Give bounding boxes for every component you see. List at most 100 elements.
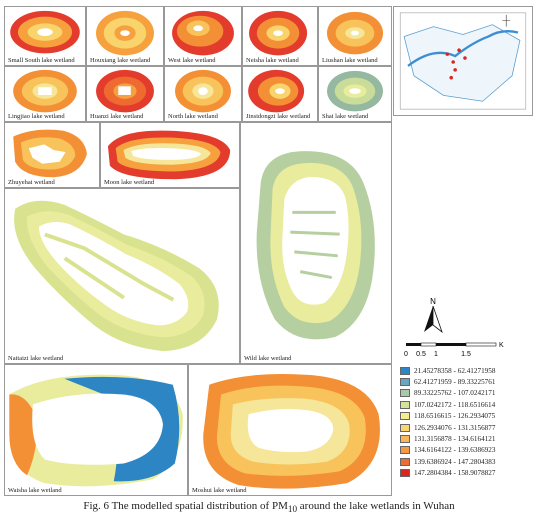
legend-range: 21.45278358 - 62.41271958: [414, 366, 496, 375]
scale-tick: 0: [404, 351, 408, 358]
legend-range: 147.2804384 - 158.9078827: [414, 469, 496, 478]
map-panel-houxiang: Houxiang lake wetland: [86, 6, 164, 66]
legend-swatch: [400, 446, 410, 455]
legend-entry: 107.0242172 - 118.6516614: [400, 399, 536, 410]
scale-unit: KM: [499, 342, 504, 349]
caption-subscript: 10: [287, 504, 298, 515]
scale-tick: 0.5: [416, 351, 426, 358]
legend-range: 89.33225762 - 107.0242171: [414, 389, 496, 398]
map-panel-naitaizi: Naitaizi lake wetland: [4, 188, 240, 364]
west-map: [172, 10, 234, 56]
wetland-point: [449, 75, 453, 80]
legend-entry: 147.2804384 - 158.9078827: [400, 468, 536, 479]
legend-range: 139.6386924 - 147.2804383: [414, 457, 496, 466]
map-panel-liushan: Liushan lake wetland: [318, 6, 392, 66]
wetland-point: [463, 56, 467, 60]
panel-label: Waisha lake wetland: [8, 487, 62, 494]
map-panel-moon: Moon lake wetland: [100, 122, 240, 188]
pm10-zone: [9, 394, 37, 476]
jinsidongzi-map: [248, 69, 305, 113]
legend-range: 107.0242172 - 118.6516614: [414, 400, 496, 409]
legend-range: 118.6516615 - 126.2934075: [414, 412, 496, 421]
pm10-legend: 21.45278358 - 62.41271958 62.41271959 - 8…: [400, 365, 536, 479]
legend-swatch: [400, 412, 410, 421]
scale-seg: [436, 343, 466, 346]
caption-suffix: around the lake wetlands in Wuhan: [297, 500, 455, 512]
location-inset-map: [393, 6, 533, 116]
legend-swatch: [400, 389, 410, 398]
map-panel-north: North lake wetland: [164, 66, 242, 122]
scale-bar: KM 0 0.5 1 1.5: [404, 340, 510, 364]
legend-range: 134.6164122 - 139.6386923: [414, 446, 496, 455]
legend-swatch: [400, 400, 410, 409]
wetland-point: [453, 68, 457, 72]
wetland-point: [451, 60, 455, 64]
map-panel-lingjiao: Lingjiao lake wetland: [4, 66, 86, 122]
panel-label: Houxiang lake wetland: [90, 57, 151, 64]
figure-caption: Fig. 6 The modelled spatial distribution…: [0, 500, 538, 514]
legend-swatch: [400, 423, 410, 432]
scale-seg: [406, 343, 421, 346]
north-label: N: [430, 297, 436, 306]
legend-entry: 126.2934076 - 131.3156877: [400, 422, 536, 433]
liushan-map: [326, 11, 384, 55]
legend-range: 62.41271959 - 89.33225761: [414, 378, 496, 387]
legend-swatch: [400, 457, 410, 466]
map-panel-jinsidongzi: Jinsidongzi lake wetland: [242, 66, 318, 122]
scale-seg: [465, 342, 497, 347]
scale-tick: 1.5: [461, 351, 471, 358]
wetland-point: [445, 52, 450, 56]
panel-label: Zhuyehai wetland: [8, 179, 55, 186]
panel-label: Naitaizi lake wetland: [8, 355, 64, 362]
legend-entry: 139.6386924 - 147.2804383: [400, 456, 536, 467]
map-panel-neisha: Neisha lake wetland: [242, 6, 318, 66]
panel-label: Jinsidongzi lake wetland: [246, 113, 311, 120]
legend-entry: 118.6516615 - 126.2934075: [400, 411, 536, 422]
map-panel-wild: Wild lake wetland: [240, 122, 392, 364]
moon-map: [107, 130, 231, 180]
naitaizi-map: [14, 200, 219, 352]
panel-label: Neisha lake wetland: [246, 57, 299, 64]
panel-label: Huanzi lake wetland: [90, 113, 144, 120]
panel-label: Small South lake wetland: [8, 57, 75, 64]
neisha-map: [249, 10, 308, 56]
lingjiao-map: [13, 69, 77, 113]
wild-map: [256, 151, 375, 340]
waisha-map: [9, 374, 183, 487]
small-south-map: [10, 10, 80, 54]
wetland-point: [457, 48, 461, 52]
map-panel-moshui: Moshui lake wetland: [188, 364, 392, 496]
scale-seg: [420, 342, 437, 347]
shai-map: [327, 70, 383, 112]
legend-entry: 21.45278358 - 62.41271958: [400, 365, 536, 376]
legend-swatch: [400, 469, 410, 478]
map-panel-waisha: Waisha lake wetland: [4, 364, 188, 496]
panel-label: Moon lake wetland: [104, 179, 155, 186]
panel-label: Shai lake wetland: [322, 113, 369, 120]
panel-label: West lake wetland: [168, 57, 216, 64]
map-panel-west: West lake wetland: [164, 6, 242, 66]
moshui-map: [203, 373, 380, 489]
map-panel-shai: Shai lake wetland: [318, 66, 392, 122]
scale-tick: 1: [434, 351, 438, 358]
legend-entry: 131.3156878 - 134.6164121: [400, 433, 536, 444]
north-arrow-right: [432, 305, 443, 334]
legend-range: 126.2934076 - 131.3156877: [414, 423, 496, 432]
legend-entry: 89.33225762 - 107.0242171: [400, 388, 536, 399]
houxiang-map: [96, 10, 154, 56]
map-panel-huanzi: Huanzi lake wetland: [86, 66, 164, 122]
legend-swatch: [400, 366, 410, 375]
map-panel-small-south: Small South lake wetland: [4, 6, 86, 66]
legend-swatch: [400, 435, 410, 444]
panel-label: Moshui lake wetland: [192, 487, 247, 494]
legend-entry: 62.41271959 - 89.33225761: [400, 376, 536, 387]
north-arrow: N: [418, 296, 448, 336]
north-arrow-left: [424, 306, 433, 332]
legend-swatch: [400, 378, 410, 387]
panel-label: Lingjiao lake wetland: [8, 113, 65, 120]
panel-label: Liushan lake wetland: [322, 57, 378, 64]
inset-svg: [399, 12, 527, 110]
north-map: [175, 69, 231, 113]
panel-label: North lake wetland: [168, 113, 218, 120]
legend-range: 131.3156878 - 134.6164121: [414, 435, 496, 444]
